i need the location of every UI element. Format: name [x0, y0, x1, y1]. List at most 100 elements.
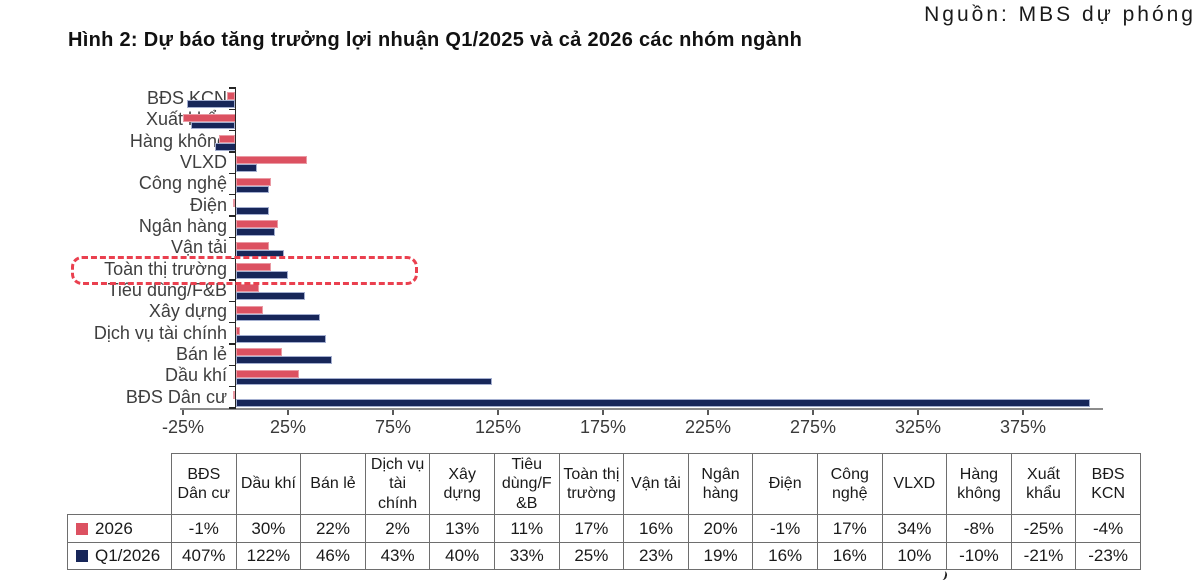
table-cell: 2%	[364, 514, 431, 543]
category-label: BĐS Dân cư	[125, 386, 227, 407]
y-axis-tick	[228, 172, 236, 174]
y-axis-tick	[228, 322, 236, 324]
x-axis-line	[180, 407, 1103, 410]
bar-q1-2026-3	[214, 142, 236, 151]
y-axis-tick	[228, 130, 236, 132]
x-axis-tick	[812, 410, 814, 415]
bar-q1-2026-7	[235, 228, 276, 237]
table-cell: 30%	[235, 514, 302, 543]
y-axis-tick	[228, 108, 236, 110]
x-axis-tick-label: 75%	[374, 417, 412, 437]
table-cell: 16%	[816, 542, 883, 570]
x-axis-tick-label: 375%	[999, 417, 1047, 437]
table-header-cell: Hàng không	[946, 453, 1012, 515]
table-header-cell: Toàn thị trường	[558, 453, 625, 515]
table-row: 2026 -1% 30% 22% 2% 13% 11% 17% 16% 20% -1% 17% 34% -…	[67, 514, 1141, 543]
legend-swatch	[76, 522, 88, 535]
table-cell: 23%	[623, 542, 689, 570]
y-axis-tick	[228, 343, 236, 345]
table-cell: 407%	[171, 542, 237, 570]
bar-2026-6	[233, 198, 236, 207]
x-axis-tick-label: 25%	[269, 417, 307, 437]
table-header-cell: Dịch vụ tài chính	[364, 453, 431, 515]
table-corner-cell	[67, 453, 172, 515]
y-axis-tick	[228, 364, 236, 366]
bar-2026-2	[183, 113, 236, 122]
table-header-cell: Dầu khí	[235, 453, 302, 515]
y-axis-tick	[228, 258, 236, 260]
table-cell: -25%	[1010, 514, 1077, 543]
bar-q1-2026-6	[235, 206, 270, 215]
category-label: Toàn thị trường	[104, 258, 227, 279]
category-label: Hàng không	[129, 130, 227, 151]
y-axis-tick	[228, 300, 236, 302]
category-label: VLXD	[179, 151, 227, 172]
table-header-cell: Xây dựng	[429, 453, 495, 515]
table-cell: 40%	[429, 542, 495, 570]
x-axis-tick	[182, 410, 184, 415]
table-header-cell: BĐS Dân cư	[171, 453, 237, 515]
bar-2026-3	[218, 134, 236, 143]
x-axis-tick-label: 275%	[789, 417, 837, 437]
bar-2026-10	[235, 284, 259, 293]
category-label: Vận tải	[170, 237, 227, 258]
table-row: Q1/2026 407% 122% 46% 43% 40% 33% 25% 23% 19% 16% 1…	[67, 542, 1141, 570]
y-axis-tick	[228, 386, 236, 388]
x-axis-tick-label: 125%	[474, 417, 522, 437]
category-label: Xây dựng	[148, 301, 227, 322]
bar-q1-2026-8	[235, 249, 284, 258]
table-cell: -23%	[1075, 542, 1141, 570]
legend-cell-q1-2026: Q1/2026	[67, 542, 172, 570]
table-header-cell: Bán lẻ	[300, 453, 366, 515]
x-axis-tick-label: 225%	[684, 417, 732, 437]
table-header-cell: Tiêu dùng/F&B	[493, 453, 560, 515]
table-cell: 17%	[558, 514, 625, 543]
bar-q1-2026-4	[235, 164, 257, 173]
table-header-cell: BĐS KCN	[1075, 453, 1141, 515]
bar-q1-2026-10	[235, 292, 305, 301]
table-cell: 33%	[493, 542, 560, 570]
table-cell: 43%	[364, 542, 431, 570]
y-axis-tick	[228, 407, 236, 409]
table-cell: -1%	[171, 514, 237, 543]
table-header-cell: Công nghệ	[816, 453, 883, 515]
x-axis-tick-label: 325%	[894, 417, 942, 437]
legend-cell-2026: 2026	[67, 514, 172, 543]
source-note: Nguồn: MBS dự phóng	[924, 3, 1196, 26]
table-header-cell: Điện	[752, 453, 818, 515]
bar-q1-2026-13	[235, 356, 333, 365]
table-cell: -10%	[946, 542, 1012, 570]
table-cell: 20%	[687, 514, 754, 543]
legend-swatch	[76, 550, 88, 562]
table-cell: -8%	[946, 514, 1012, 543]
bar-2026-9	[235, 262, 272, 271]
y-axis-tick	[228, 151, 236, 153]
category-label: Điện	[189, 194, 227, 215]
bar-2026-8	[235, 241, 270, 250]
category-label: Công nghệ	[138, 173, 227, 194]
bar-q1-2026-11	[235, 313, 320, 322]
table-header-cell: Vận tải	[623, 453, 689, 515]
bar-2026-7	[235, 220, 278, 229]
bar-2026-5	[235, 177, 272, 186]
figure-title: Hình 2: Dự báo tăng trưởng lợi nhuận Q1/…	[68, 29, 803, 51]
table-cell: 19%	[687, 542, 754, 570]
x-axis-tick	[392, 410, 394, 415]
y-axis-tick	[228, 215, 236, 217]
y-axis-tick	[228, 279, 236, 281]
table-cell: 34%	[881, 514, 948, 543]
table-cell: 22%	[300, 514, 366, 543]
category-label: Ngân hàng	[138, 215, 227, 236]
x-axis-tick-label: 175%	[579, 417, 627, 437]
bar-q1-2026-5	[235, 185, 270, 194]
x-axis-tick	[287, 410, 289, 415]
table-header-cell: Xuất khẩu	[1010, 453, 1077, 515]
cutoff-text-artifact	[939, 570, 948, 581]
x-axis-tick	[497, 410, 499, 415]
table-cell: 16%	[752, 542, 818, 570]
table-cell: -21%	[1010, 542, 1077, 570]
bar-q1-2026-12	[235, 334, 326, 343]
bar-2026-15	[233, 390, 236, 399]
table-cell: 13%	[429, 514, 495, 543]
